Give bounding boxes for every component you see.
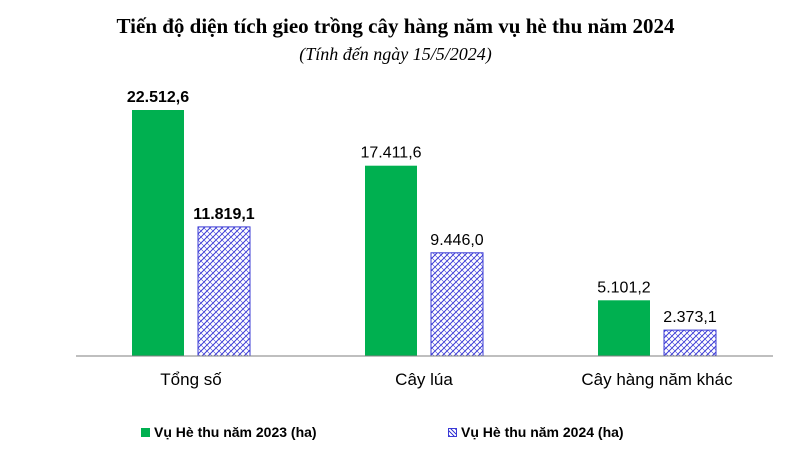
data-label-s0-c1: 17.411,6 [360,145,421,162]
chart-subtitle: (Tính đến ngày 15/5/2024) [299,44,492,64]
legend: Vụ Hè thu năm 2023 (ha) Vụ Hè thu năm 20… [0,424,791,444]
data-label-s0-c2: 5.101,2 [597,279,650,296]
data-label-s0-c0: 22.512,6 [127,89,189,106]
legend-item-2024: Vụ Hè thu năm 2024 (ha) [448,424,624,440]
bar-s0-c0 [132,110,184,356]
data-label-s1-c0: 11.819,1 [193,206,255,223]
legend-label-2024: Vụ Hè thu năm 2024 (ha) [461,424,624,440]
legend-swatch-2023 [141,427,150,437]
legend-label-2023: Vụ Hè thu năm 2023 (ha) [154,424,317,440]
bar-s1-c0 [197,226,251,357]
category-label-2: Cây hàng năm khác [581,370,733,389]
bar-s0-c1 [365,165,417,356]
bar-s0-c2 [598,300,650,356]
category-label-0: Tổng số [160,370,222,389]
bar-s1-c1 [430,252,484,357]
bar-s1-c2 [663,329,717,357]
data-label-s1-c2: 2.373,1 [663,309,716,326]
category-label-1: Cây lúa [395,370,453,389]
chart-title: Tiến độ diện tích gieo trồng cây hàng nă… [116,14,675,38]
legend-item-2023: Vụ Hè thu năm 2023 (ha) [141,424,317,440]
legend-swatch-2024 [448,427,457,437]
data-label-s1-c1: 9.446,0 [430,232,483,249]
